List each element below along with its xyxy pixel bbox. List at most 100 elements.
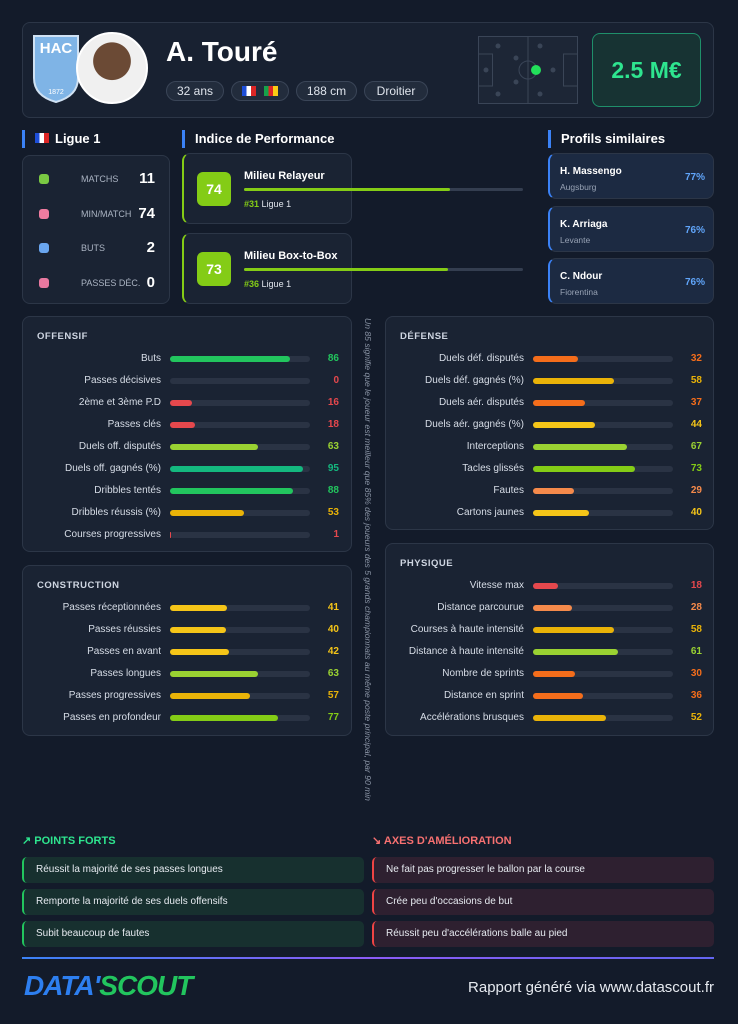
- similar-player: K. Arriaga Levante 76%: [548, 205, 714, 252]
- metric-value: 61: [690, 646, 702, 657]
- metric-bar: [533, 400, 585, 406]
- metric-label: Passes décisives: [84, 375, 161, 386]
- metric-track: [170, 378, 310, 384]
- stat-panel: CONSTRUCTION Passes réceptionnées 41 Passes…: [22, 565, 352, 736]
- metric-value: 67: [690, 441, 702, 452]
- metric-value: 18: [327, 419, 339, 430]
- metric-bar: [170, 356, 291, 362]
- metric-label: Passes longues: [90, 668, 161, 679]
- metric-track: [170, 627, 310, 633]
- metric-bar: [533, 715, 606, 721]
- metric-value: 37: [690, 397, 702, 408]
- metric-bar: [170, 510, 245, 516]
- metric-value: 88: [327, 485, 339, 496]
- metric-bar: [533, 693, 584, 699]
- tag: 188 cm: [296, 81, 357, 101]
- metric-bar: [533, 605, 573, 611]
- metric-track: [170, 649, 310, 655]
- metric-track: [170, 605, 310, 611]
- metric-value: 58: [690, 624, 702, 635]
- metric-label: Duels déf. disputés: [438, 353, 524, 364]
- panel-title: CONSTRUCTION: [37, 580, 120, 591]
- metric-value: 57: [327, 690, 339, 701]
- metric-value: 63: [327, 441, 339, 452]
- metric-bar: [533, 627, 615, 633]
- stat-panel: DÉFENSE Duels déf. disputés 32 Duels déf. g…: [385, 316, 714, 530]
- metric-label: Buts: [140, 353, 161, 364]
- metric-value: 30: [690, 668, 702, 679]
- stat-label: MATCHS: [81, 174, 119, 184]
- stat-value: 74: [138, 204, 155, 222]
- metric-label: Courses progressives: [64, 529, 161, 540]
- metric-track: [533, 510, 673, 516]
- metric-value: 18: [690, 580, 702, 591]
- metric-label: Passes clés: [107, 419, 161, 430]
- performance-score: 74: [197, 172, 231, 206]
- metric-bar: [170, 605, 228, 611]
- improvement-item: Ne fait pas progresser le ballon par la …: [372, 857, 714, 883]
- metric-value: 63: [327, 668, 339, 679]
- metric-bar: [533, 444, 627, 450]
- metric-value: 29: [690, 485, 702, 496]
- metric-value: 53: [327, 507, 339, 518]
- metric-bar: [170, 422, 196, 428]
- metric-value: 73: [690, 463, 702, 474]
- role-name: Milieu Relayeur: [244, 170, 325, 182]
- metric-track: [170, 422, 310, 428]
- metric-label: Duels aér. gagnés (%): [425, 419, 524, 430]
- metric-label: Duels off. disputés: [78, 441, 161, 452]
- stat-icon: [39, 208, 49, 219]
- metric-value: 58: [690, 375, 702, 386]
- metric-bar: [170, 671, 259, 677]
- rank: #31 Ligue 1: [244, 199, 291, 209]
- tag: 32 ans: [166, 81, 224, 101]
- similar-match: 76%: [684, 277, 705, 288]
- league-stats: MATCHS 11 MIN/MATCH 74 BUTS 2 PASSES DÉC. 0: [22, 155, 170, 304]
- metric-track: [533, 583, 673, 589]
- club-logo: HAC 1872: [33, 35, 79, 104]
- stat-icon: [39, 277, 49, 288]
- brand-part: SCOUT: [99, 970, 193, 1001]
- metric-label: Accélérations brusques: [420, 712, 524, 723]
- metric-bar: [170, 693, 250, 699]
- metric-value: 52: [690, 712, 702, 723]
- similar-match: 77%: [684, 172, 705, 183]
- metric-bar: [533, 356, 578, 362]
- metric-value: 32: [690, 353, 702, 364]
- stat-label: MIN/MATCH: [81, 208, 132, 219]
- similar-club: Levante: [560, 234, 591, 245]
- metric-value: 44: [690, 419, 702, 430]
- market-value: 2.5 M€: [592, 33, 701, 107]
- metric-track: [533, 422, 673, 428]
- metric-track: [170, 532, 310, 538]
- metric-bar: [533, 466, 636, 472]
- metric-bar: [533, 671, 575, 677]
- league-title: Ligue 1: [55, 131, 101, 146]
- metric-label: Passes en avant: [87, 646, 161, 657]
- metric-label: Interceptions: [466, 441, 524, 452]
- metric-label: Duels déf. gagnés (%): [425, 375, 524, 386]
- role-name: Milieu Box-to-Box: [244, 250, 338, 262]
- percentile-note: Un 85 signifie que le joueur est meilleu…: [363, 318, 373, 801]
- metric-value: 36: [690, 690, 702, 701]
- improvements-title-text: AXES D'AMÉLIORATION: [383, 835, 512, 847]
- performance-card: 74 Milieu Relayeur #31 Ligue 1: [182, 153, 523, 224]
- panel-title: OFFENSIF: [37, 331, 88, 342]
- metric-value: 86: [327, 353, 339, 364]
- metric-track: [533, 605, 673, 611]
- metric-track: [533, 693, 673, 699]
- metric-label: Duels aér. disputés: [438, 397, 524, 408]
- similar-player: H. Massengo Augsburg 77%: [548, 153, 714, 199]
- metric-value: 28: [690, 602, 702, 613]
- metric-value: 42: [327, 646, 339, 657]
- performance-score: 73: [197, 252, 231, 286]
- metric-value: 16: [327, 397, 339, 408]
- stat-icon: [39, 174, 49, 184]
- score-bar: [244, 268, 448, 271]
- metric-bar: [170, 627, 226, 633]
- strength-item: Subit beaucoup de fautes: [22, 921, 364, 947]
- stat-value: 11: [139, 170, 155, 187]
